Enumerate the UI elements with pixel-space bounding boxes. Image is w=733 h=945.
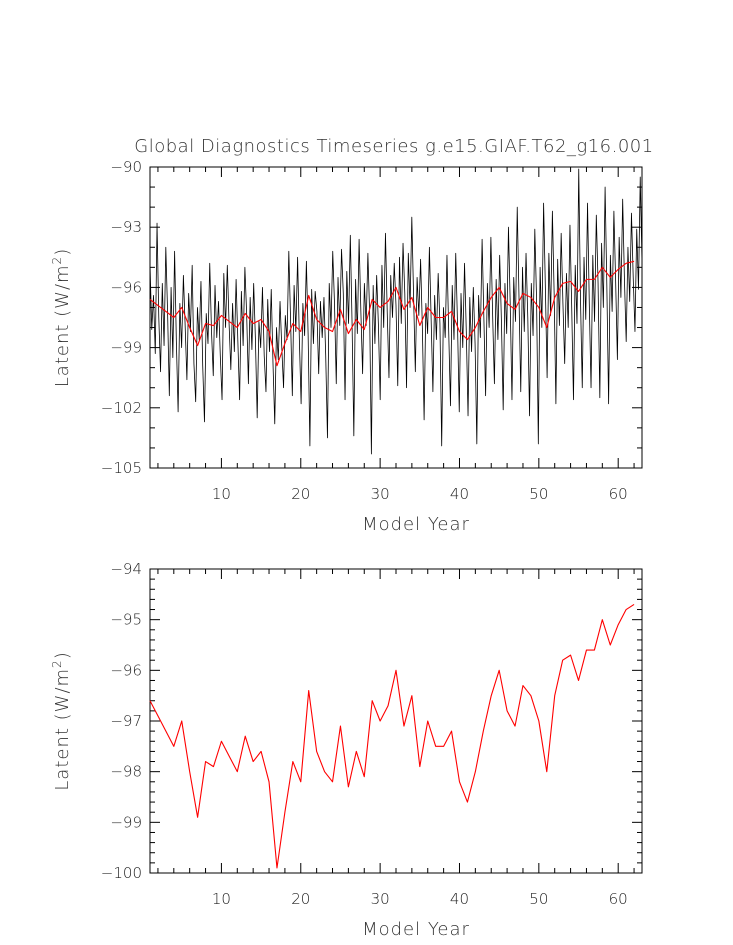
x-tick-label: 10 xyxy=(212,890,231,908)
y-tick-label: −93 xyxy=(110,218,142,236)
y-tick-label: −90 xyxy=(110,158,142,176)
x-tick-label: 40 xyxy=(450,890,469,908)
y-tick-label: −94 xyxy=(110,560,142,578)
y-tick-label: −100 xyxy=(101,864,142,882)
x-tick-label: 40 xyxy=(450,485,469,503)
x-tick-label: 10 xyxy=(212,485,231,503)
x-axis-title: Model Year xyxy=(362,919,470,940)
top-panel: 10 20 30 40 50 60 −105 −102 −99 −96 −93 −90 Model Ye… xyxy=(50,158,643,535)
x-axis-title: Model Year xyxy=(362,514,470,535)
x-tick-label: 20 xyxy=(291,485,310,503)
chart-title: Global Diagnostics Timeseries g.e15.GIAF… xyxy=(134,136,653,157)
series-line-annual-mean xyxy=(149,604,635,869)
y-axis-title: Latent (W/m2) xyxy=(50,651,73,790)
x-tick-label: 60 xyxy=(609,890,628,908)
x-tick-label: 30 xyxy=(371,890,390,908)
x-tick-label: 20 xyxy=(291,890,310,908)
plot-frame xyxy=(149,568,643,874)
y-tick-label: −97 xyxy=(110,712,142,730)
x-tick-label: 50 xyxy=(529,485,548,503)
x-tick-label: 50 xyxy=(529,890,548,908)
y-axis-title: Latent (W/m2) xyxy=(50,248,73,387)
series-line-monthly xyxy=(149,168,643,455)
y-tick-label: −105 xyxy=(101,459,142,477)
bottom-panel: 10 20 30 40 50 60 −100 −99 −98 −97 −96 −95 −94 Model … xyxy=(50,560,643,940)
x-tick-label: 60 xyxy=(609,485,628,503)
series-line-annual-mean xyxy=(149,260,635,367)
y-tick-label: −99 xyxy=(110,339,142,357)
y-tick-label: −102 xyxy=(101,399,142,417)
y-tick-label: −95 xyxy=(110,611,142,629)
y-tick-label: −96 xyxy=(110,661,142,679)
y-tick-label: −98 xyxy=(110,763,142,781)
y-tick-label: −99 xyxy=(110,813,142,831)
x-tick-label: 30 xyxy=(371,485,390,503)
y-tick-label: −96 xyxy=(110,278,142,296)
